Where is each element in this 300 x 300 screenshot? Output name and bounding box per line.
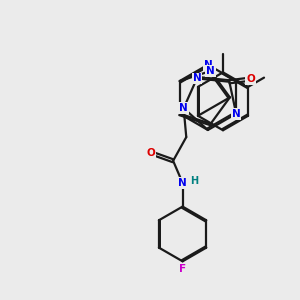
Text: O: O — [246, 74, 255, 84]
Text: N: N — [193, 74, 201, 83]
Text: N: N — [203, 60, 212, 70]
Text: H: H — [190, 176, 198, 186]
Text: F: F — [179, 264, 186, 274]
Text: O: O — [147, 148, 155, 158]
Text: N: N — [178, 178, 187, 188]
Text: N: N — [232, 109, 241, 119]
Text: N: N — [206, 66, 215, 76]
Text: N: N — [179, 103, 188, 113]
